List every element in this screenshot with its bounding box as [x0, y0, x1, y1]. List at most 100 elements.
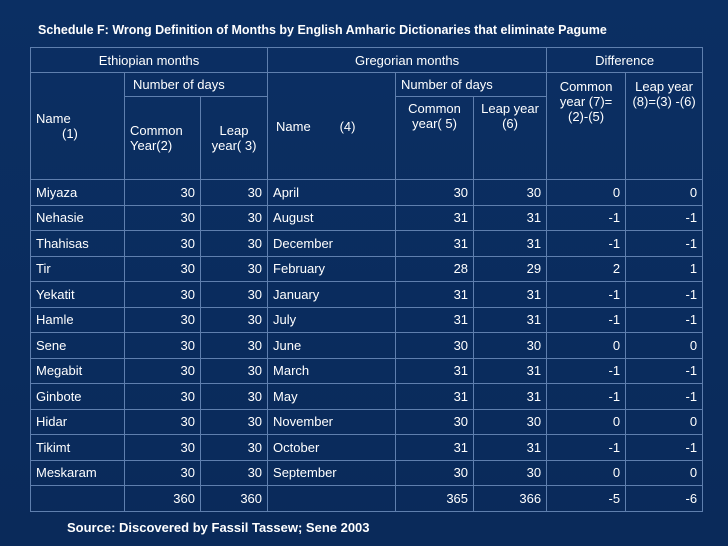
ethiopian-common-days: 30 [124, 383, 201, 410]
table-row: Miyaza 30 30 April 30 30 0 0 [30, 179, 704, 206]
difference-common: -1 [546, 383, 627, 410]
header-name-eth-number: (1) [62, 126, 78, 141]
gregorian-common-days: 31 [395, 306, 475, 333]
gregorian-common-days: 31 [395, 281, 475, 308]
gregorian-leap-days: 31 [473, 204, 548, 231]
difference-common: 2 [546, 255, 627, 282]
difference-leap: -1 [625, 281, 704, 308]
ethiopian-leap-days: 30 [199, 434, 269, 461]
gregorian-common-days: 31 [395, 383, 475, 410]
difference-leap: -1 [625, 306, 704, 333]
difference-common: 0 [546, 459, 627, 486]
header-difference: Difference [546, 47, 704, 73]
header-common-year-greg: Common year( 5) [395, 96, 475, 180]
ethiopian-common-days: 30 [124, 230, 201, 257]
difference-leap: 0 [625, 179, 704, 206]
gregorian-leap-days: 30 [473, 332, 548, 359]
gregorian-month-name: September [267, 459, 397, 486]
difference-leap: -1 [625, 383, 704, 410]
ethiopian-month-name: Megabit [30, 357, 125, 384]
gregorian-month-name: July [267, 306, 397, 333]
gregorian-leap-days: 29 [473, 255, 548, 282]
difference-common: -1 [546, 204, 627, 231]
table-row: Sene 30 30 June 30 30 0 0 [30, 332, 704, 359]
header-row-2: Name (1) Number of days Name (4) Number … [30, 72, 704, 180]
difference-leap: 0 [625, 332, 704, 359]
gregorian-month-name: November [267, 408, 397, 435]
gregorian-month-name: December [267, 230, 397, 257]
ethiopian-month-name: Nehasie [30, 204, 125, 231]
difference-leap: 1 [625, 255, 704, 282]
gregorian-common-days: 31 [395, 230, 475, 257]
gregorian-common-days: 31 [395, 434, 475, 461]
ethiopian-month-name: Sene [30, 332, 125, 359]
gregorian-leap-days: 31 [473, 230, 548, 257]
ethiopian-common-days: 30 [124, 357, 201, 384]
ethiopian-leap-days: 30 [199, 306, 269, 333]
table-row: Tikimt 30 30 October 31 31 -1 -1 [30, 434, 704, 461]
table-row: Thahisas 30 30 December 31 31 -1 -1 [30, 230, 704, 257]
difference-common: -1 [546, 434, 627, 461]
gregorian-leap-days: 31 [473, 383, 548, 410]
gregorian-leap-days: 31 [473, 357, 548, 384]
difference-leap: 0 [625, 408, 704, 435]
gregorian-leap-days: 31 [473, 281, 548, 308]
ethiopian-month-name: Meskaram [30, 459, 125, 486]
gregorian-month-name: February [267, 255, 397, 282]
gregorian-leap-days: 30 [473, 179, 548, 206]
ethiopian-month-name: Hidar [30, 408, 125, 435]
ethiopian-common-days: 30 [124, 306, 201, 333]
gregorian-common-days: 31 [395, 204, 475, 231]
ethiopian-month-name: Ginbote [30, 383, 125, 410]
ethiopian-common-days: 30 [124, 204, 201, 231]
source-note: Source: Discovered by Fassil Tassew; Sen… [67, 520, 370, 535]
ethiopian-common-days: 30 [124, 281, 201, 308]
ethiopian-leap-days: 30 [199, 383, 269, 410]
gregorian-leap-days: 31 [473, 434, 548, 461]
ethiopian-month-name: Miyaza [30, 179, 125, 206]
difference-leap: -1 [625, 230, 704, 257]
gregorian-common-days: 30 [395, 179, 475, 206]
ethiopian-common-days: 30 [124, 255, 201, 282]
ethiopian-leap-days: 30 [199, 281, 269, 308]
difference-common: -1 [546, 230, 627, 257]
difference-leap: 0 [625, 459, 704, 486]
total-row: 360 360 365 366 -5 -6 [30, 485, 704, 512]
ethiopian-month-name: Tir [30, 255, 125, 282]
header-name-greg-label: Name (4) [276, 118, 356, 134]
gregorian-month-name: June [267, 332, 397, 359]
header-gregorian-months: Gregorian months [267, 47, 548, 73]
difference-common: -5 [546, 485, 627, 512]
gregorian-common-days: 31 [395, 357, 475, 384]
table-row: Yekatit 30 30 January 31 31 -1 -1 [30, 281, 704, 308]
header-leap-year-greg: Leap year (6) [473, 96, 548, 180]
table-row: Hidar 30 30 November 30 30 0 0 [30, 408, 704, 435]
table-row: Ginbote 30 30 May 31 31 -1 -1 [30, 383, 704, 410]
table-row: Megabit 30 30 March 31 31 -1 -1 [30, 357, 704, 384]
header-row-1: Ethiopian months Gregorian months Differ… [29, 47, 704, 73]
difference-common: -1 [546, 306, 627, 333]
header-number-of-days-greg: Number of days [395, 72, 548, 97]
ethiopian-month-name: Hamle [30, 306, 125, 333]
gregorian-common-days: 30 [395, 332, 475, 359]
gregorian-leap-days: 30 [473, 459, 548, 486]
gregorian-month-name: August [267, 204, 397, 231]
gregorian-month-name: April [267, 179, 397, 206]
gregorian-common-days: 28 [395, 255, 475, 282]
ethiopian-leap-days: 30 [199, 459, 269, 486]
ethiopian-leap-days: 30 [199, 230, 269, 257]
gregorian-common-days: 365 [395, 485, 475, 512]
difference-common: 0 [546, 332, 627, 359]
gregorian-leap-days: 366 [473, 485, 548, 512]
header-row-3: Common Year(2) Leap year( 3) Common year… [31, 96, 703, 180]
header-ethiopian-months: Ethiopian months [29, 47, 269, 73]
gregorian-month-name [267, 485, 397, 512]
ethiopian-common-days: 30 [124, 332, 201, 359]
schedule-table: Ethiopian months Gregorian months Differ… [29, 47, 704, 512]
table-row: Tir 30 30 February 28 29 2 1 [30, 255, 704, 282]
difference-common: 0 [546, 179, 627, 206]
ethiopian-leap-days: 30 [199, 332, 269, 359]
ethiopian-leap-days: 30 [199, 255, 269, 282]
ethiopian-common-days: 30 [124, 459, 201, 486]
header-leap-year-eth: Leap year( 3) [199, 96, 269, 180]
